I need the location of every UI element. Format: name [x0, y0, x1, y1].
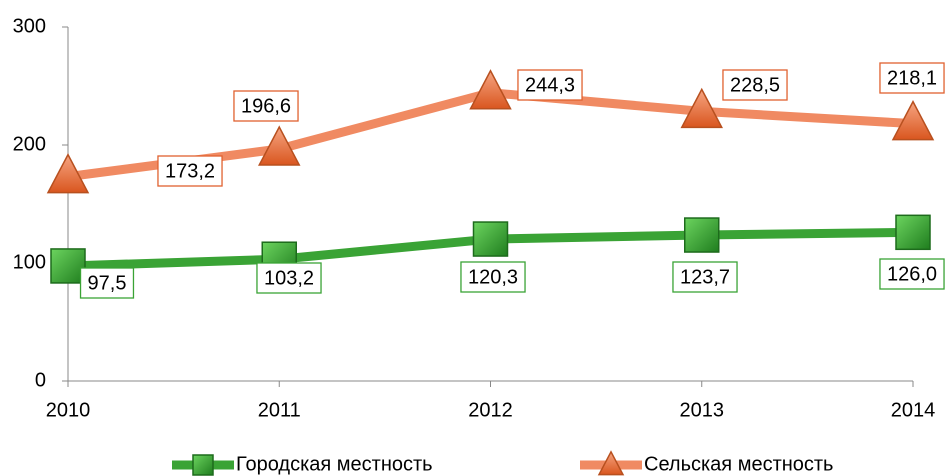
marker [46, 153, 90, 194]
y-tick-label: 200 [13, 133, 46, 155]
data-label-box [79, 267, 135, 299]
data-label-box [722, 69, 788, 101]
x-tick-label: 2013 [680, 399, 725, 421]
data-label-box [460, 261, 526, 293]
data-label: 123,7 [680, 266, 730, 288]
data-label-group: 244,3 [517, 69, 583, 101]
marker [684, 217, 720, 253]
data-label-box [672, 261, 738, 293]
x-tick-label: 2014 [891, 399, 936, 421]
x-tick-label: 2011 [258, 399, 301, 421]
legend-label: Городская местность [236, 453, 433, 475]
y-tick-label: 0 [35, 369, 46, 391]
marker [680, 87, 723, 129]
data-label: 173,2 [165, 160, 215, 182]
marker [895, 214, 931, 251]
data-label: 103,2 [264, 267, 314, 289]
marker [469, 69, 512, 110]
data-label-group: 126,0 [879, 258, 945, 290]
data-label: 228,5 [730, 74, 780, 96]
data-label-box [256, 262, 322, 294]
data-label-group: 228,5 [722, 69, 788, 101]
data-label: 244,3 [525, 74, 575, 96]
y-tick-label: 300 [13, 15, 46, 37]
data-label-group: 103,2 [256, 262, 322, 294]
data-label: 120,3 [468, 266, 518, 288]
data-label: 126,0 [887, 263, 937, 285]
legend-label: Сельская местность [644, 453, 833, 475]
data-label-group: 97,5 [79, 267, 135, 299]
data-label-group: 123,7 [672, 261, 738, 293]
data-label: 97,5 [88, 272, 127, 294]
x-tick-label: 2010 [46, 399, 91, 421]
data-label-box [517, 69, 583, 101]
marker [472, 221, 509, 257]
data-label-box [157, 155, 223, 187]
marker [258, 125, 301, 166]
data-label: 196,6 [241, 95, 291, 117]
data-label-group: 173,2 [157, 155, 223, 187]
y-tick-label: 100 [13, 251, 46, 273]
marker [597, 450, 625, 476]
marker [192, 454, 214, 476]
data-label-group: 196,6 [233, 90, 299, 122]
x-tick-label: 2012 [468, 399, 513, 421]
data-label-group: 218,1 [879, 62, 945, 94]
data-label-group: 120,3 [460, 261, 526, 293]
data-label: 218,1 [887, 67, 937, 89]
data-label-box [879, 258, 945, 290]
data-label-box [879, 62, 945, 94]
data-label-box [233, 90, 299, 122]
marker [891, 100, 935, 141]
marker [50, 248, 86, 284]
